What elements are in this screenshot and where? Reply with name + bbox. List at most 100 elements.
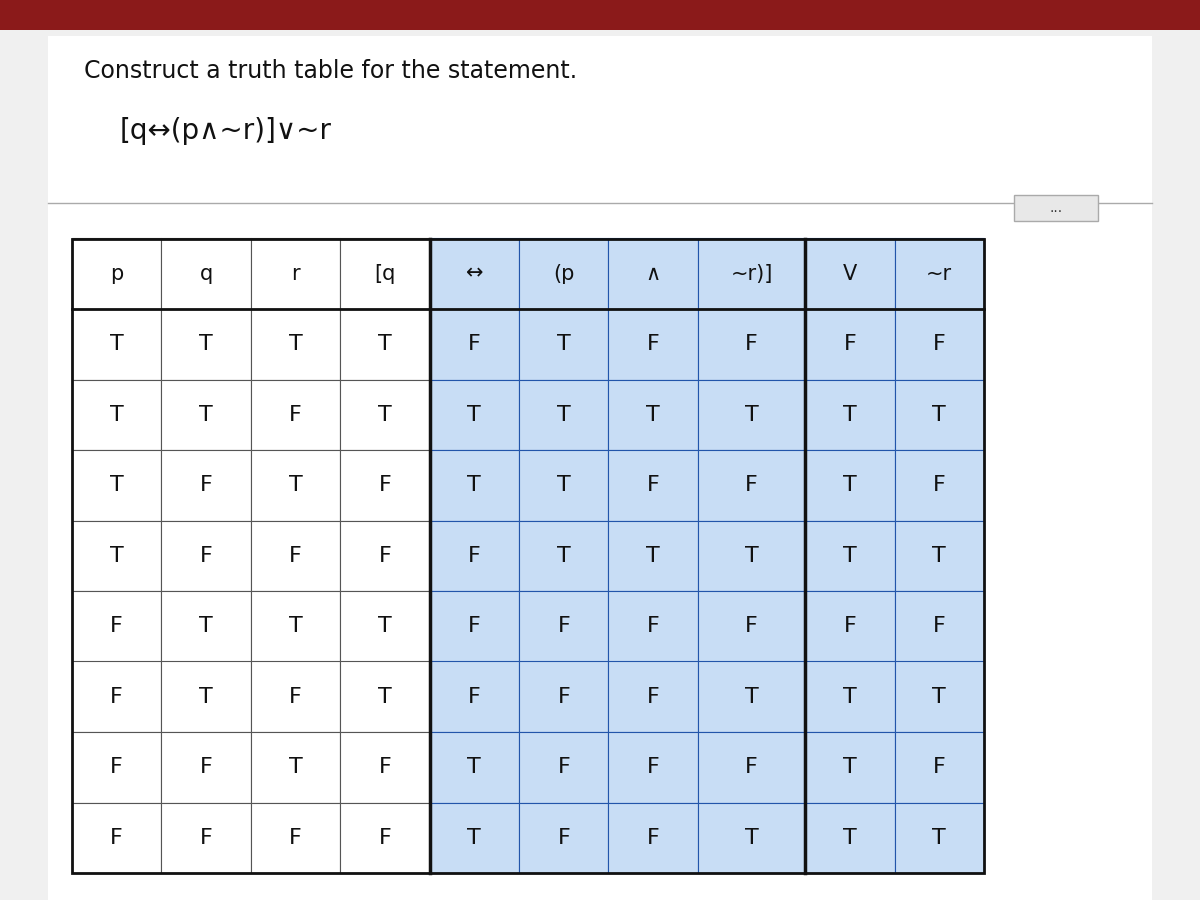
- Text: p: p: [110, 264, 124, 284]
- Text: F: F: [557, 828, 570, 848]
- Bar: [805, 309, 894, 380]
- Text: T: T: [844, 545, 857, 566]
- Bar: [430, 238, 520, 309]
- Text: V: V: [842, 264, 857, 284]
- Bar: [698, 238, 805, 309]
- Text: T: T: [110, 545, 124, 566]
- Bar: [251, 591, 341, 662]
- Text: T: T: [199, 334, 212, 355]
- Bar: [162, 732, 251, 803]
- Bar: [430, 662, 520, 732]
- Bar: [430, 732, 520, 803]
- Text: T: T: [932, 405, 946, 425]
- Text: T: T: [844, 828, 857, 848]
- Text: F: F: [378, 757, 391, 778]
- Bar: [341, 520, 430, 591]
- Text: F: F: [932, 334, 946, 355]
- Bar: [162, 380, 251, 450]
- Text: T: T: [932, 545, 946, 566]
- Bar: [430, 309, 520, 380]
- Text: T: T: [557, 405, 571, 425]
- Bar: [520, 591, 608, 662]
- Bar: [608, 520, 698, 591]
- Bar: [894, 309, 984, 380]
- Bar: [894, 238, 984, 309]
- Text: [q↔(p∧~r)]∨~r: [q↔(p∧~r)]∨~r: [120, 117, 332, 145]
- Bar: [251, 803, 341, 873]
- Bar: [72, 238, 162, 309]
- Bar: [341, 309, 430, 380]
- Text: T: T: [110, 475, 124, 495]
- Text: F: F: [199, 828, 212, 848]
- Text: F: F: [745, 475, 758, 495]
- Bar: [608, 309, 698, 380]
- Bar: [341, 450, 430, 520]
- Text: T: T: [468, 475, 481, 495]
- Text: T: T: [647, 545, 660, 566]
- Text: q: q: [199, 264, 212, 284]
- Bar: [341, 803, 430, 873]
- Bar: [72, 591, 162, 662]
- Bar: [162, 238, 251, 309]
- Text: T: T: [844, 687, 857, 707]
- Text: F: F: [647, 687, 660, 707]
- Bar: [894, 380, 984, 450]
- Text: F: F: [110, 757, 124, 778]
- Bar: [430, 520, 520, 591]
- Text: T: T: [468, 405, 481, 425]
- Bar: [894, 520, 984, 591]
- Bar: [805, 732, 894, 803]
- Bar: [251, 450, 341, 520]
- Text: F: F: [378, 545, 391, 566]
- Text: ↔: ↔: [466, 264, 484, 284]
- Text: F: F: [844, 616, 857, 636]
- Text: T: T: [557, 475, 571, 495]
- Bar: [341, 380, 430, 450]
- Text: F: F: [647, 757, 660, 778]
- Bar: [608, 450, 698, 520]
- Bar: [162, 450, 251, 520]
- Bar: [698, 520, 805, 591]
- Text: T: T: [199, 687, 212, 707]
- Text: F: F: [932, 616, 946, 636]
- Text: F: F: [745, 616, 758, 636]
- Text: T: T: [468, 828, 481, 848]
- Text: T: T: [745, 545, 758, 566]
- Bar: [698, 732, 805, 803]
- Bar: [805, 662, 894, 732]
- Text: F: F: [289, 687, 302, 707]
- Bar: [162, 803, 251, 873]
- Text: F: F: [647, 475, 660, 495]
- Text: F: F: [289, 828, 302, 848]
- Text: F: F: [110, 616, 124, 636]
- Bar: [698, 662, 805, 732]
- Bar: [72, 309, 162, 380]
- Bar: [894, 732, 984, 803]
- Bar: [894, 662, 984, 732]
- Text: r: r: [292, 264, 300, 284]
- Text: F: F: [468, 616, 481, 636]
- Text: F: F: [199, 545, 212, 566]
- Bar: [162, 591, 251, 662]
- Text: F: F: [378, 828, 391, 848]
- Text: T: T: [289, 616, 302, 636]
- Text: F: F: [647, 616, 660, 636]
- Bar: [1014, 195, 1098, 220]
- Bar: [341, 662, 430, 732]
- Bar: [520, 309, 608, 380]
- Bar: [251, 380, 341, 450]
- Bar: [805, 450, 894, 520]
- Bar: [608, 238, 698, 309]
- Text: T: T: [110, 334, 124, 355]
- Bar: [430, 380, 520, 450]
- Bar: [520, 803, 608, 873]
- Bar: [805, 380, 894, 450]
- Bar: [72, 238, 984, 873]
- Bar: [698, 803, 805, 873]
- Bar: [0, 0, 1200, 30]
- Text: F: F: [647, 334, 660, 355]
- Text: T: T: [378, 687, 392, 707]
- Text: T: T: [289, 475, 302, 495]
- Text: Construct a truth table for the statement.: Construct a truth table for the statemen…: [84, 58, 577, 83]
- Bar: [430, 591, 520, 662]
